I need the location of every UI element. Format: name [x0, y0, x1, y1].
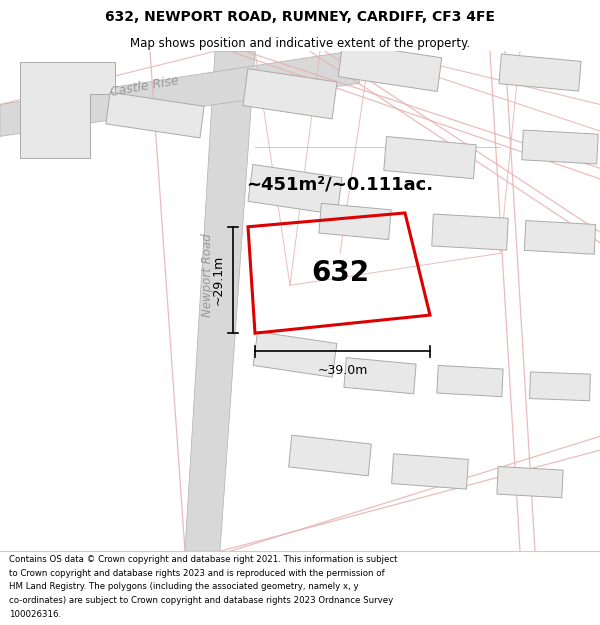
Polygon shape	[338, 43, 442, 91]
Text: co-ordinates) are subject to Crown copyright and database rights 2023 Ordnance S: co-ordinates) are subject to Crown copyr…	[9, 596, 393, 605]
Polygon shape	[319, 203, 391, 239]
Text: ~39.0m: ~39.0m	[317, 364, 368, 377]
Text: Castle Rise: Castle Rise	[110, 74, 180, 99]
Polygon shape	[432, 214, 508, 250]
Text: to Crown copyright and database rights 2023 and is reproduced with the permissio: to Crown copyright and database rights 2…	[9, 569, 385, 578]
Polygon shape	[530, 372, 590, 401]
Polygon shape	[499, 54, 581, 91]
Polygon shape	[253, 332, 337, 378]
Text: 100026316.: 100026316.	[9, 609, 61, 619]
Polygon shape	[497, 466, 563, 498]
Polygon shape	[243, 69, 337, 119]
Polygon shape	[248, 164, 342, 214]
Text: 632: 632	[311, 259, 369, 286]
Polygon shape	[524, 221, 596, 254]
Polygon shape	[289, 435, 371, 476]
Polygon shape	[20, 62, 115, 158]
Text: Map shows position and indicative extent of the property.: Map shows position and indicative extent…	[130, 37, 470, 50]
Polygon shape	[185, 51, 255, 551]
Polygon shape	[437, 366, 503, 397]
Polygon shape	[522, 130, 598, 164]
Polygon shape	[0, 51, 360, 136]
Text: ~29.1m: ~29.1m	[212, 255, 225, 305]
Polygon shape	[384, 136, 476, 179]
Text: HM Land Registry. The polygons (including the associated geometry, namely x, y: HM Land Registry. The polygons (includin…	[9, 582, 359, 591]
Polygon shape	[344, 357, 416, 394]
Polygon shape	[392, 454, 469, 489]
Text: Contains OS data © Crown copyright and database right 2021. This information is : Contains OS data © Crown copyright and d…	[9, 555, 398, 564]
Text: Newport Road: Newport Road	[202, 232, 215, 316]
Text: ~451m²/~0.111ac.: ~451m²/~0.111ac.	[247, 175, 434, 193]
Text: 632, NEWPORT ROAD, RUMNEY, CARDIFF, CF3 4FE: 632, NEWPORT ROAD, RUMNEY, CARDIFF, CF3 …	[105, 10, 495, 24]
Polygon shape	[106, 92, 204, 138]
